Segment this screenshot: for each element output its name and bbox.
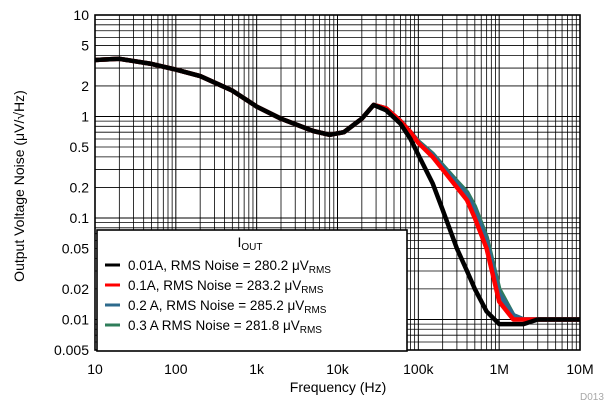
legend: IOUT 0.01A, RMS Noise = 280.2 μVRMS0.1A,… bbox=[96, 229, 408, 352]
x-tick-label: 100k bbox=[403, 361, 434, 377]
legend-entry-label: 0.2 A, RMS Noise = 285.2 μV bbox=[128, 298, 304, 313]
legend-title: IOUT bbox=[238, 234, 263, 253]
legend-entry-subscript: RMS bbox=[301, 285, 324, 296]
y-tick-label: 0.005 bbox=[54, 342, 89, 358]
x-tick-label: 1k bbox=[249, 361, 265, 377]
legend-entry-label: 0.1A, RMS Noise = 283.2 μV bbox=[128, 278, 301, 293]
y-tick-label: 0.5 bbox=[70, 139, 90, 155]
x-axis-label: Frequency (Hz) bbox=[290, 379, 386, 395]
x-tick-label: 10 bbox=[87, 361, 103, 377]
legend-entry: 0.2 A, RMS Noise = 285.2 μVRMS bbox=[128, 298, 327, 316]
legend-title-main: I bbox=[238, 234, 242, 250]
y-tick-label: 2 bbox=[81, 78, 89, 94]
legend-title-sub: OUT bbox=[241, 242, 262, 253]
series-line bbox=[95, 56, 580, 327]
tick-labels: 10 100 1k 10k 100k 1M 10M 10 5 2 1 0.5 0.2 0.1 0.05 0.0… bbox=[54, 7, 594, 377]
legend-entry: 0.3 A RMS Noise = 281.8 μVRMS bbox=[128, 318, 322, 336]
legend-entry-subscript: RMS bbox=[309, 265, 332, 276]
y-tick-label: 0.2 bbox=[70, 179, 90, 195]
legend-entry-subscript: RMS bbox=[300, 325, 323, 336]
y-tick-label: 1 bbox=[81, 108, 89, 124]
y-tick-label: 0.05 bbox=[62, 241, 89, 257]
y-tick-label: 0.1 bbox=[70, 210, 90, 226]
y-tick-label: 0.01 bbox=[62, 311, 89, 327]
figure-id: D013 bbox=[580, 392, 604, 403]
legend-entry-label: 0.3 A RMS Noise = 281.8 μV bbox=[128, 318, 300, 333]
series-layer bbox=[95, 56, 580, 327]
x-tick-label: 1M bbox=[489, 361, 508, 377]
legend-entry: 0.1A, RMS Noise = 283.2 μVRMS bbox=[128, 278, 324, 296]
legend-entry-label: 0.01A, RMS Noise = 280.2 μV bbox=[128, 258, 309, 273]
legend-entry-subscript: RMS bbox=[304, 305, 327, 316]
y-tick-label: 5 bbox=[81, 38, 89, 54]
legend-box bbox=[96, 229, 408, 352]
x-tick-label: 10k bbox=[326, 361, 350, 377]
y-tick-label: 10 bbox=[73, 7, 89, 23]
y-tick-label: 0.02 bbox=[62, 281, 89, 297]
x-tick-label: 100 bbox=[164, 361, 188, 377]
y-axis-label: Output Voltage Noise (μV/√Hz) bbox=[11, 90, 27, 282]
legend-entry: 0.01A, RMS Noise = 280.2 μVRMS bbox=[128, 258, 331, 276]
x-tick-label: 10M bbox=[566, 361, 593, 377]
